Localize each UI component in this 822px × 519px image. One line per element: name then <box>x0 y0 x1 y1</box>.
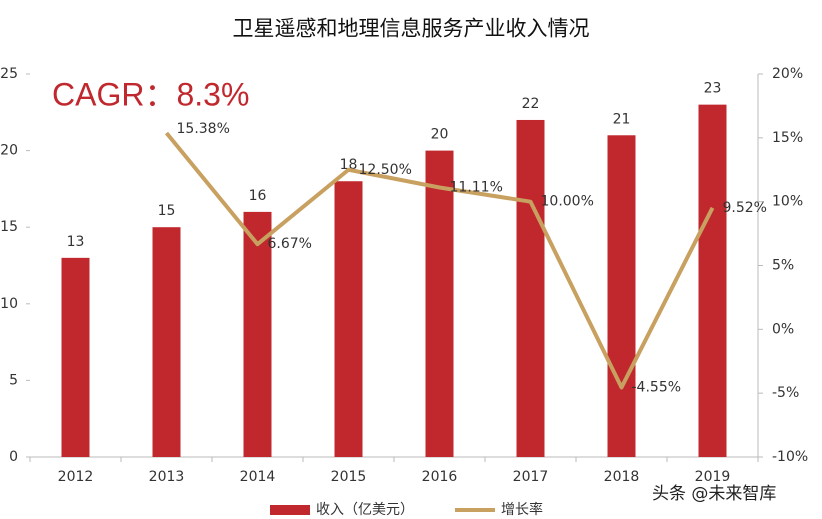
bar-label: 20 <box>431 127 449 143</box>
bar-label: 13 <box>67 234 85 250</box>
y2-tick-label: -10% <box>772 449 808 465</box>
y-tick-label: 25 <box>0 66 18 82</box>
x-tick-label: 2013 <box>149 469 185 485</box>
x-tick-label: 2012 <box>58 469 94 485</box>
watermark: 头条 @未来智库 <box>652 484 776 504</box>
legend-swatch <box>270 505 310 515</box>
bar-label: 21 <box>613 111 631 127</box>
y-tick-label: 10 <box>0 296 18 312</box>
bar <box>61 257 90 457</box>
x-tick-label: 2016 <box>422 469 458 485</box>
bar <box>607 135 636 457</box>
x-tick-label: 2014 <box>240 469 276 485</box>
line-label: 9.52% <box>723 200 767 216</box>
line-label: 12.50% <box>359 162 412 178</box>
y2-tick-label: -5% <box>772 385 799 401</box>
x-tick-label: 2015 <box>331 469 367 485</box>
x-tick-label: 2019 <box>695 469 731 485</box>
x-tick-label: 2017 <box>513 469 549 485</box>
bar <box>698 104 727 457</box>
legend-label: 收入（亿美元） <box>316 502 414 518</box>
line-label: 10.00% <box>541 194 594 210</box>
bar <box>334 181 363 458</box>
bar-label: 23 <box>704 81 722 97</box>
bar-label: 22 <box>522 96 540 112</box>
y-tick-label: 0 <box>9 449 18 465</box>
y-tick-label: 15 <box>0 219 18 235</box>
bar <box>516 119 545 458</box>
bar <box>425 150 454 457</box>
bar <box>152 227 181 457</box>
y-tick-label: 20 <box>0 143 18 159</box>
line-label: 15.38% <box>177 121 230 137</box>
y2-tick-label: 0% <box>772 321 794 337</box>
line-label: 6.67% <box>268 236 312 252</box>
y2-tick-label: 15% <box>772 130 803 146</box>
chart-title: 卫星遥感和地理信息服务产业收入情况 <box>233 17 590 41</box>
x-tick-label: 2018 <box>604 469 640 485</box>
growth-line <box>164 131 715 390</box>
line-label: 11.11% <box>450 179 503 195</box>
y2-tick-label: 10% <box>772 194 803 210</box>
legend-label: 增长率 <box>501 501 543 518</box>
y-tick-label: 5 <box>9 372 18 388</box>
bar <box>243 211 272 457</box>
bar-label: 16 <box>249 188 267 204</box>
y2-tick-label: 5% <box>772 258 794 274</box>
annotation: CAGR：8.3% <box>52 76 249 112</box>
y2-tick-label: 20% <box>772 66 803 82</box>
line-label: -4.55% <box>632 379 682 395</box>
bar-label: 15 <box>158 203 176 219</box>
